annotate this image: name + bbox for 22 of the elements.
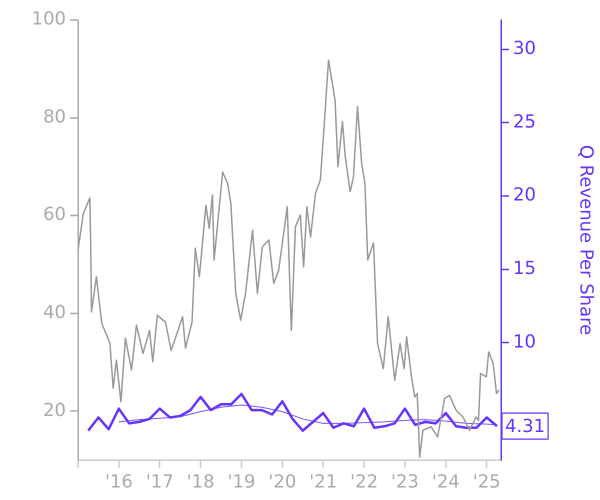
y-tick-label: 100: [32, 8, 66, 30]
x-tick-label: '17: [146, 471, 174, 492]
x-tick-label: '18: [186, 471, 215, 492]
y2-tick-label: 25: [513, 111, 536, 132]
y-tick-label: 20: [43, 400, 66, 421]
x-tick-label: '25: [472, 471, 501, 492]
y2-axis-title: Q Revenue Per Share: [576, 144, 597, 336]
x-tick-label: '21: [309, 471, 338, 492]
data-label: 4.31: [505, 416, 546, 437]
x-tick-label: '16: [104, 471, 133, 492]
x-tick-label: '20: [268, 471, 296, 492]
x-tick-label: '24: [432, 471, 460, 492]
x-tick-label: '19: [228, 471, 256, 492]
y2-tick-label: 30: [513, 38, 536, 60]
y2-tick-label: 15: [513, 258, 536, 280]
y-tick-label: 40: [43, 302, 66, 324]
y2-tick-label: 10: [513, 331, 536, 352]
y-tick-label: 60: [43, 204, 66, 226]
x-tick-label: '22: [350, 471, 378, 492]
y-tick-label: 80: [43, 106, 66, 128]
x-tick-label: '23: [391, 471, 419, 492]
y2-tick-label: 20: [513, 184, 536, 206]
